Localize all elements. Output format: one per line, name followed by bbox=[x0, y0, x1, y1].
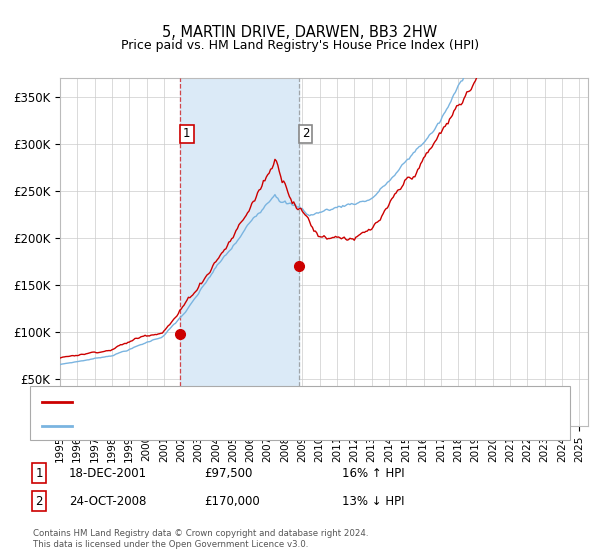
Text: 1: 1 bbox=[183, 128, 191, 141]
Text: 2: 2 bbox=[35, 494, 43, 508]
Text: £170,000: £170,000 bbox=[204, 494, 260, 508]
Text: 5, MARTIN DRIVE, DARWEN, BB3 2HW: 5, MARTIN DRIVE, DARWEN, BB3 2HW bbox=[163, 25, 437, 40]
Text: 18-DEC-2001: 18-DEC-2001 bbox=[69, 466, 147, 480]
Text: 5, MARTIN DRIVE, DARWEN, BB3 2HW (detached house): 5, MARTIN DRIVE, DARWEN, BB3 2HW (detach… bbox=[78, 398, 369, 407]
Text: 13% ↓ HPI: 13% ↓ HPI bbox=[342, 494, 404, 508]
Text: 2: 2 bbox=[302, 128, 309, 141]
Text: HPI: Average price, detached house, Blackburn with Darwen: HPI: Average price, detached house, Blac… bbox=[78, 421, 392, 431]
Text: 16% ↑ HPI: 16% ↑ HPI bbox=[342, 466, 404, 480]
Text: Contains HM Land Registry data © Crown copyright and database right 2024.
This d: Contains HM Land Registry data © Crown c… bbox=[33, 529, 368, 549]
Text: 24-OCT-2008: 24-OCT-2008 bbox=[69, 494, 146, 508]
Text: Price paid vs. HM Land Registry's House Price Index (HPI): Price paid vs. HM Land Registry's House … bbox=[121, 39, 479, 52]
Bar bbox=[181, 78, 299, 426]
Text: £97,500: £97,500 bbox=[204, 466, 253, 480]
Text: 1: 1 bbox=[35, 466, 43, 480]
